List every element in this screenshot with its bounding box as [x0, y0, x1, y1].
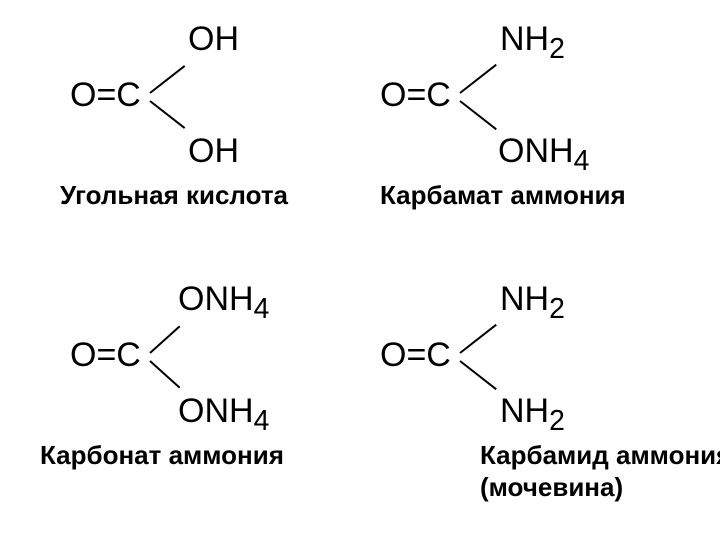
- atom-bottom: ONH4: [178, 392, 269, 438]
- atom-bottom: ONH4: [498, 132, 589, 178]
- caption-ammonium-carbonate: Карбонат аммония: [40, 440, 284, 471]
- atom-top: ONH4: [178, 280, 269, 326]
- bond-up: [149, 65, 185, 94]
- bond-up: [459, 64, 496, 94]
- diagram-stage: O=COHOHУгольная кислотаO=CNH2ONH4Карбама…: [0, 0, 720, 540]
- bond-down: [459, 360, 496, 390]
- bond-down: [149, 100, 185, 129]
- atom-left: O=C: [380, 336, 451, 375]
- bond-down: [149, 360, 180, 388]
- atom-top: NH2: [500, 280, 565, 326]
- caption-carbonic-acid: Угольная кислота: [60, 180, 288, 211]
- bond-down: [459, 100, 496, 130]
- bond-up: [149, 325, 180, 353]
- atom-bottom: NH2: [500, 392, 565, 438]
- atom-left: O=C: [70, 336, 141, 375]
- atom-left: O=C: [380, 76, 451, 115]
- atom-top: NH2: [500, 20, 565, 66]
- atom-bottom: OH: [188, 132, 239, 171]
- caption-urea: Карбамид аммония: [480, 440, 720, 471]
- caption-ammonium-carbamate: Карбамат аммония: [380, 180, 626, 211]
- bond-up: [459, 324, 496, 354]
- caption2-urea: (мочевина): [480, 472, 623, 503]
- atom-left: O=C: [70, 76, 141, 115]
- atom-top: OH: [188, 20, 239, 59]
